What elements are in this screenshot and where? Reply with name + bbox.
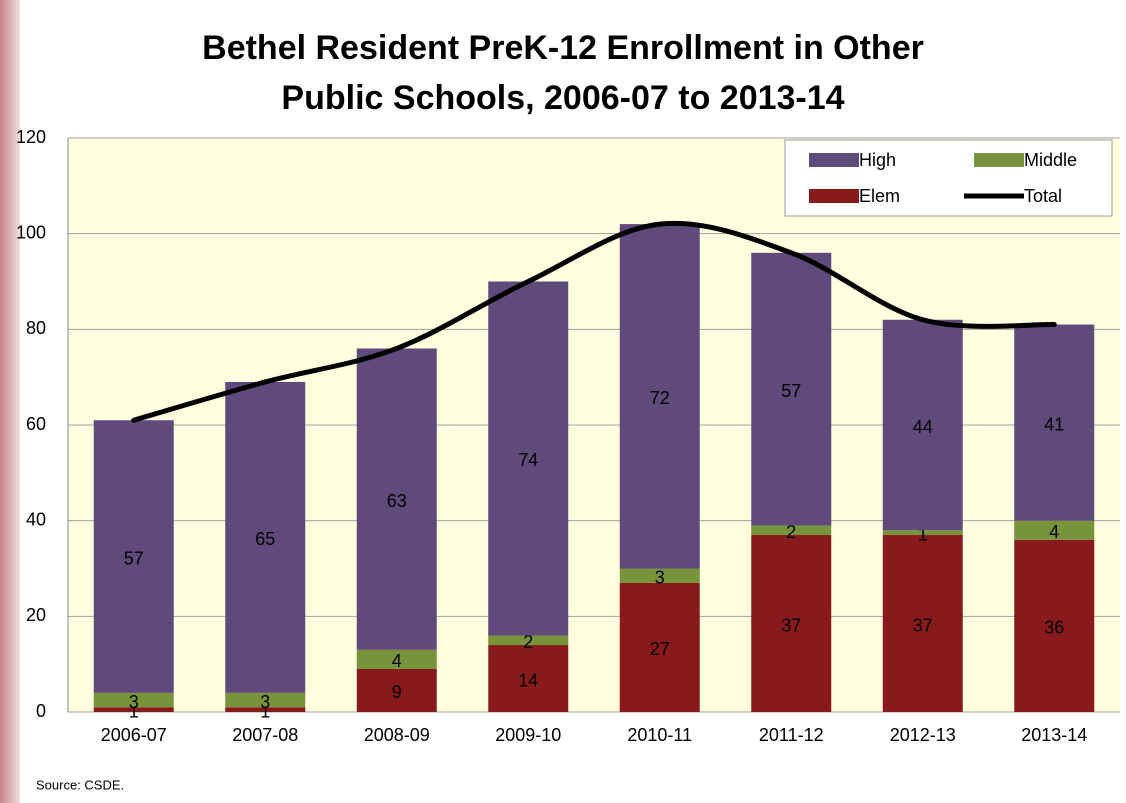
source-note: Source: CSDE. — [36, 777, 124, 792]
legend-label: High — [859, 150, 896, 170]
data-label: 2 — [786, 522, 796, 542]
y-tick-label: 120 — [16, 127, 46, 147]
data-label: 37 — [781, 615, 801, 635]
bar-segment — [882, 535, 963, 712]
bar-segment — [93, 692, 174, 708]
bar-segment — [488, 635, 569, 646]
bar-segment — [93, 707, 174, 712]
data-label: 37 — [913, 615, 933, 635]
y-tick-label: 100 — [16, 222, 46, 242]
data-label: 2 — [523, 632, 533, 652]
data-label: 65 — [255, 529, 275, 549]
bar-segment — [619, 568, 700, 583]
bar-segment — [356, 348, 437, 650]
x-tick-label: 2006-07 — [101, 725, 167, 745]
data-label: 74 — [518, 450, 538, 470]
data-label: 14 — [518, 670, 538, 690]
data-label: 3 — [129, 692, 139, 712]
y-tick-label: 0 — [36, 701, 46, 721]
data-label: 1 — [918, 524, 928, 544]
data-label: 4 — [392, 651, 402, 671]
x-tick-label: 2010-11 — [627, 725, 692, 745]
bar-segment — [488, 645, 569, 712]
data-label: 1 — [260, 701, 270, 721]
bar-segment — [488, 281, 569, 636]
legend-label: Elem — [859, 186, 900, 206]
edge-band — [0, 0, 20, 803]
bar-segment — [225, 707, 306, 712]
bar-segment — [93, 420, 174, 693]
x-tick-label: 2012-13 — [890, 725, 956, 745]
x-tick-label: 2009-10 — [495, 725, 561, 745]
bar-segment — [619, 582, 700, 712]
legend-label: Middle — [1024, 150, 1077, 170]
y-tick-label: 20 — [26, 605, 46, 625]
y-tick-label: 60 — [26, 414, 46, 434]
legend-label: Total — [1024, 186, 1062, 206]
bar-segment — [619, 224, 700, 569]
bar-segment — [1014, 539, 1095, 712]
y-tick-label: 80 — [26, 318, 46, 338]
data-label: 27 — [650, 639, 670, 659]
bar-segment — [751, 535, 832, 712]
data-label: 9 — [392, 682, 402, 702]
x-tick-label: 2007-08 — [232, 725, 298, 745]
bar-segment — [751, 525, 832, 536]
x-tick-label: 2013-14 — [1021, 725, 1087, 745]
bar-segment — [356, 668, 437, 712]
bar-segment — [751, 252, 832, 526]
data-label: 72 — [650, 388, 670, 408]
legend-swatch — [974, 153, 1024, 167]
bar-segment — [1014, 520, 1095, 540]
bar-segment — [225, 381, 306, 693]
bar-segment — [882, 319, 963, 531]
bar-segment — [225, 692, 306, 708]
data-label: 57 — [781, 381, 801, 401]
chart-title: Bethel Resident PreK-12 Enrollment in Ot… — [202, 29, 924, 67]
data-label: 63 — [387, 491, 407, 511]
total-line — [131, 220, 1057, 423]
data-label: 3 — [655, 567, 665, 587]
x-tick-label: 2008-09 — [364, 725, 430, 745]
bar-segment — [356, 649, 437, 669]
legend-swatch — [809, 153, 859, 167]
data-label: 4 — [1049, 522, 1059, 542]
data-label: 1 — [129, 701, 139, 721]
bar-segment — [882, 530, 963, 536]
data-label: 44 — [913, 417, 933, 437]
data-label: 36 — [1044, 618, 1064, 638]
data-label: 41 — [1044, 414, 1064, 434]
bar-segment — [1014, 324, 1095, 521]
x-tick-label: 2011-12 — [759, 725, 824, 745]
chart-title: Public Schools, 2006-07 to 2013-14 — [281, 79, 844, 117]
legend-swatch — [809, 189, 859, 203]
legend-box — [784, 139, 1113, 217]
data-label: 3 — [260, 692, 270, 712]
y-tick-label: 40 — [26, 509, 46, 529]
data-label: 57 — [124, 548, 144, 568]
